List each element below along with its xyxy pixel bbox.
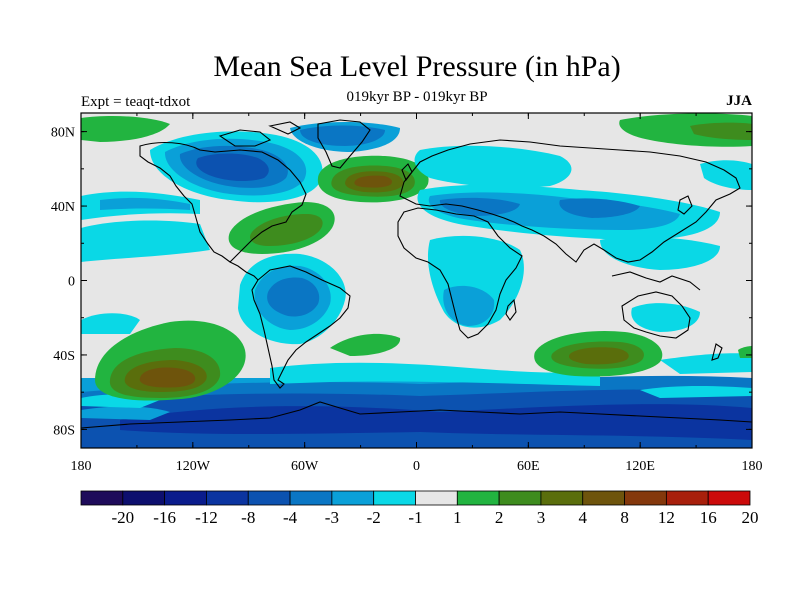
colorbar-label: -20 xyxy=(111,508,134,527)
colorbar-label: -16 xyxy=(153,508,176,527)
colorbar-swatch xyxy=(122,490,166,506)
ne-asia-low xyxy=(700,160,752,190)
southern-ocean-band-8 xyxy=(120,404,752,440)
season-label: JJA xyxy=(726,93,752,109)
arctic-high-east-2 xyxy=(690,122,752,140)
lon-tick-label: 60E xyxy=(517,459,540,474)
colorbar-label: 1 xyxy=(453,508,462,527)
colorbar: -20 -16 -12 -8 -4 -3 -2 -1 1 2 3 4 8 12 16 20 xyxy=(80,490,759,527)
colorbar-label: 20 xyxy=(742,508,759,527)
new-zealand-outline xyxy=(711,343,723,361)
antarctica-outline xyxy=(81,401,752,429)
colorbar-label: -8 xyxy=(241,508,255,527)
colorbar-swatch xyxy=(665,490,709,506)
colorbar-swatch xyxy=(540,490,584,506)
n-atlantic-high-4 xyxy=(354,175,392,188)
colorbar-label: 8 xyxy=(620,508,629,527)
japan-outline xyxy=(677,195,693,215)
map-subtitle: 019kyr BP - 019kyr BP xyxy=(346,89,488,105)
south-america-low-3 xyxy=(267,277,320,317)
map-field xyxy=(81,113,752,448)
colorbar-swatch xyxy=(373,490,416,506)
south-pacific-cyan xyxy=(81,313,140,334)
lon-tick-label: 60W xyxy=(291,459,319,474)
colorbar-label: -3 xyxy=(325,508,339,527)
lat-tick-label: 40N xyxy=(51,200,75,215)
tropical-pacific-cyan-1 xyxy=(81,220,210,262)
colorbar-swatch xyxy=(707,490,751,506)
lat-tick-label: 0 xyxy=(68,275,75,290)
se-pacific-high-4 xyxy=(139,367,196,388)
lat-tick-label: 80S xyxy=(53,423,75,438)
colorbar-swatch xyxy=(289,490,333,506)
map-title: Mean Sea Level Pressure (in hPa) xyxy=(213,50,621,83)
eurasia-low-1 xyxy=(414,145,572,188)
lon-tick-label: 180 xyxy=(742,459,763,474)
arctic-islands-outline xyxy=(218,121,302,147)
colorbar-swatch xyxy=(624,490,667,506)
central-america-outline xyxy=(229,261,259,281)
southern-ocean-patch-3 xyxy=(640,386,752,398)
north-america-low-4 xyxy=(196,153,269,181)
colorbar-label: 2 xyxy=(495,508,504,527)
colorbar-swatch xyxy=(498,490,542,506)
pressure-field xyxy=(81,113,752,448)
north-pacific-blue xyxy=(100,197,190,210)
australia-low xyxy=(631,303,700,332)
colorbar-swatch xyxy=(80,490,124,506)
southern-midlat-band-2 xyxy=(660,353,752,374)
madagascar-outline xyxy=(505,298,517,321)
colorbar-swatch xyxy=(206,490,249,506)
colorbar-label: 3 xyxy=(537,508,546,527)
colorbar-swatch xyxy=(247,490,291,506)
uk-outline xyxy=(401,163,413,182)
asia-low-4 xyxy=(559,198,640,218)
colorbar-label: -1 xyxy=(408,508,422,527)
south-america-outline xyxy=(251,265,351,389)
colorbar-label: 4 xyxy=(579,508,588,527)
colorbar-label: 16 xyxy=(700,508,717,527)
asia-low-3 xyxy=(439,197,520,216)
greenland-low-2 xyxy=(300,125,385,146)
lon-tick-label: 180 xyxy=(71,459,92,474)
southern-midlat-band xyxy=(270,362,600,386)
colorbar-swatch xyxy=(331,490,375,506)
coastlines xyxy=(81,119,752,429)
arctic-high-west xyxy=(81,116,170,142)
indonesia-outline xyxy=(611,271,701,291)
longitude-axis: 180 120W 60W 0 60E 120E 180 xyxy=(71,113,763,474)
africa-outline xyxy=(397,207,523,339)
lat-tick-label: 80N xyxy=(51,126,75,141)
eurasia-outline xyxy=(399,139,741,263)
lon-tick-label: 120E xyxy=(625,459,655,474)
colorbar-label: -4 xyxy=(283,508,298,527)
experiment-label: Expt = teaqt-tdxot xyxy=(81,94,191,110)
colorbar-label: -12 xyxy=(195,508,218,527)
colorbar-label: 12 xyxy=(658,508,675,527)
arctic-high-east xyxy=(619,113,752,147)
colorbar-label: -2 xyxy=(367,508,381,527)
colorbar-swatch xyxy=(164,490,207,506)
colorbar-swatch xyxy=(582,490,625,506)
s-indian-high-3 xyxy=(568,347,629,365)
colorbar-swatch xyxy=(456,490,500,506)
colorbar-swatch xyxy=(415,490,458,506)
lon-tick-label: 0 xyxy=(413,459,420,474)
latitude-axis: 80N 40N 0 40S 80S xyxy=(51,126,752,438)
north-america-outline xyxy=(139,141,307,263)
w-atlantic-high-2 xyxy=(250,214,323,246)
australia-outline xyxy=(621,291,691,339)
southern-ocean-patch xyxy=(81,406,170,420)
greenland-outline xyxy=(317,119,371,169)
south-atlantic-high xyxy=(330,333,401,356)
lon-tick-label: 120W xyxy=(176,459,211,474)
lat-tick-label: 40S xyxy=(53,349,75,364)
